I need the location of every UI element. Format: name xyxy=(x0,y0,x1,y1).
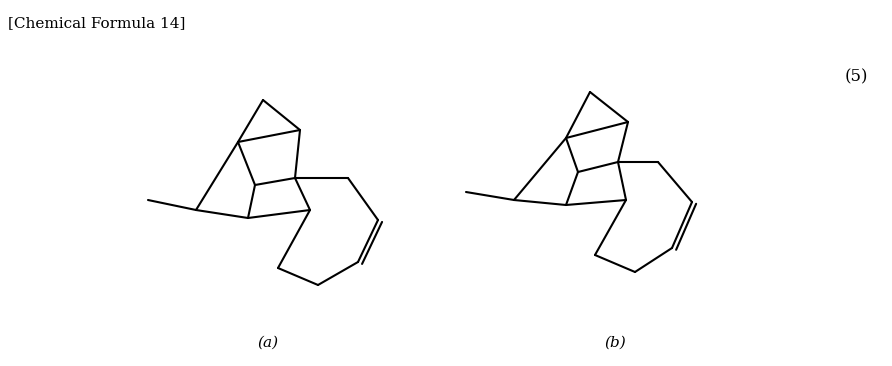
Text: (b): (b) xyxy=(604,336,626,350)
Text: [Chemical Formula 14]: [Chemical Formula 14] xyxy=(8,16,186,30)
Text: (a): (a) xyxy=(258,336,278,350)
Text: (5): (5) xyxy=(845,68,869,85)
